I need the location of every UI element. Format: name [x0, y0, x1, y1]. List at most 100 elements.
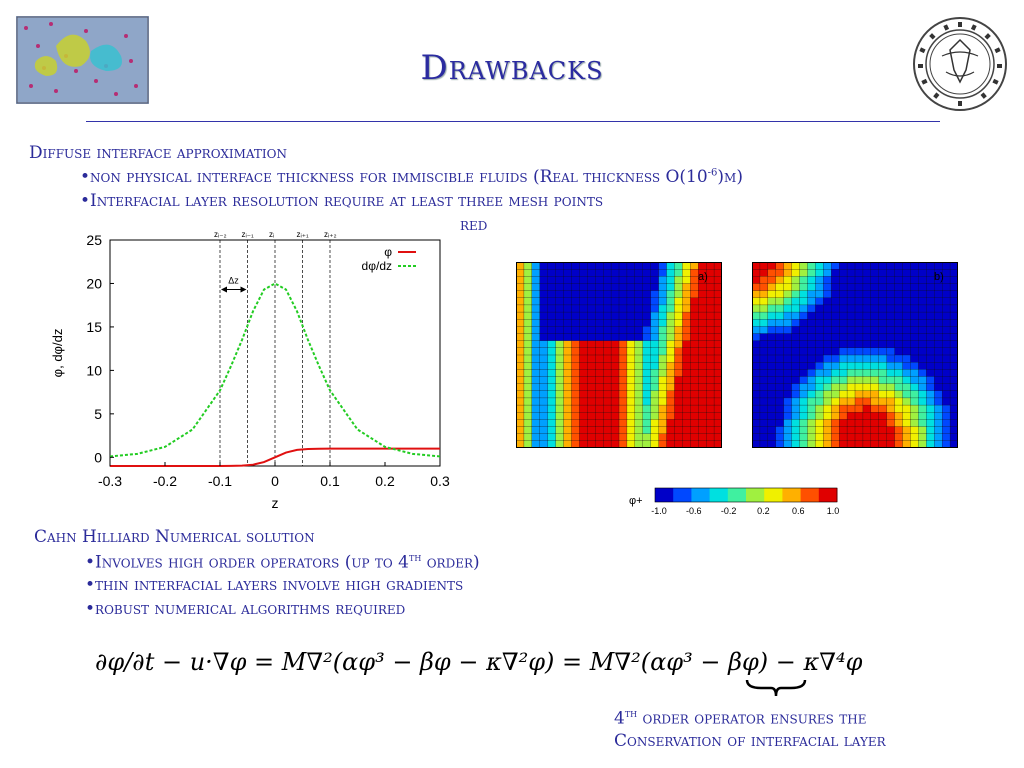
heatmap-cell	[767, 354, 777, 363]
heatmap-cell	[595, 333, 604, 342]
heatmap-cell	[713, 311, 722, 320]
heatmap-cell	[831, 276, 840, 285]
heatmap-cell	[831, 297, 840, 306]
heatmap-cell	[626, 276, 636, 285]
colorbar-swatch	[709, 488, 729, 502]
heatmap-cell	[949, 433, 958, 442]
heatmap-cell	[618, 433, 628, 442]
heatmap-cell	[902, 433, 912, 442]
heatmap-cell	[555, 340, 565, 349]
heatmap-cell	[563, 326, 573, 335]
heatmap-cell	[523, 276, 533, 285]
heatmap-cell	[571, 440, 581, 448]
heatmap-cell	[775, 412, 785, 421]
heatmap-cell	[516, 383, 525, 392]
heatmap-cell	[775, 383, 785, 392]
heatmap-cell	[531, 262, 541, 270]
heatmap-cell	[807, 369, 817, 378]
heatmap-cell	[658, 283, 668, 292]
heatmap-cell	[823, 383, 832, 392]
bullet-thickness: •non physical interface thickness for im…	[80, 167, 743, 187]
heatmap-cell	[603, 440, 612, 448]
heatmap-cell	[918, 304, 927, 313]
heatmap-cell	[886, 290, 896, 299]
heatmap-cell	[759, 262, 769, 270]
heatmap-cell	[516, 297, 525, 306]
heatmap-cell	[767, 319, 777, 328]
heatmap-cell	[555, 419, 565, 428]
heatmap-cell	[595, 383, 604, 392]
heatmap-cell	[587, 412, 596, 421]
heatmap-cell	[791, 262, 801, 270]
heatmap-cell	[571, 433, 581, 442]
heatmap-cell	[626, 354, 636, 363]
heatmap-cell	[942, 390, 951, 399]
heatmap-cell	[571, 426, 581, 435]
heatmap-cell	[902, 269, 912, 277]
heatmap-cell	[942, 283, 951, 292]
heatmap-cell	[949, 376, 958, 385]
heatmap-cell	[634, 369, 644, 378]
heatmap-cell	[910, 276, 920, 285]
heatmap-cell	[949, 297, 958, 306]
heatmap-cell	[839, 397, 848, 406]
heatmap-cell	[910, 269, 920, 277]
heatmap-cell	[571, 290, 581, 299]
heatmap-cell	[767, 419, 777, 428]
heatmap-cell	[815, 347, 824, 356]
heatmap-cell	[752, 369, 761, 378]
heatmap-cell	[713, 269, 722, 277]
heatmap-cell	[555, 369, 565, 378]
heatmap-cell	[523, 433, 533, 442]
heatmap-cell	[713, 419, 722, 428]
heatmap-cell	[815, 340, 824, 349]
heatmap-cell	[799, 419, 809, 428]
heatmap-cell	[547, 412, 557, 421]
heatmap-cell	[555, 269, 565, 277]
heatmap-cell	[595, 412, 604, 421]
heatmap-cell	[910, 419, 920, 428]
heatmap-cell	[666, 362, 676, 370]
heatmap-cell	[831, 262, 840, 270]
heatmap-cell	[706, 369, 715, 378]
heatmap-cell	[767, 347, 777, 356]
heatmap-cell	[926, 333, 935, 342]
heatmap-cell	[870, 419, 880, 428]
heatmap-cell	[949, 419, 958, 428]
heatmap-cell	[563, 269, 573, 277]
heatmap-cell	[595, 347, 604, 356]
heatmap-cell	[878, 433, 888, 442]
heatmap-frame	[752, 262, 958, 448]
heatmap-cell	[610, 326, 620, 335]
heatmap-cell	[690, 262, 699, 270]
heatmap-cell	[555, 404, 565, 413]
heatmap-cell	[831, 283, 840, 292]
heatmap-cell	[854, 404, 864, 413]
heatmap-cell	[775, 333, 785, 342]
heatmap-cell	[878, 369, 888, 378]
heatmap-cell	[823, 297, 832, 306]
heatmap-cell	[870, 369, 880, 378]
heatmap-cell	[713, 290, 722, 299]
heatmap-cell	[706, 347, 715, 356]
heatmap-cell	[626, 419, 636, 428]
heatmap-cell	[910, 433, 920, 442]
heatmap-cell	[547, 347, 557, 356]
colorbar-swatch	[691, 488, 711, 502]
heatmap-cell	[878, 311, 888, 320]
heatmap-cell	[603, 383, 612, 392]
heatmap-cell	[642, 433, 652, 442]
heatmap-cell	[886, 262, 896, 270]
heatmap-cell	[831, 362, 840, 370]
heatmap-cell	[634, 440, 644, 448]
heatmap-cell	[926, 369, 935, 378]
heatmap-cell	[626, 283, 636, 292]
heatmap-cell	[894, 347, 904, 356]
heatmap-cell	[682, 347, 691, 356]
heatmap-cell	[547, 362, 557, 370]
heatmap-cell	[674, 354, 684, 363]
heatmap-cell	[539, 262, 549, 270]
heatmap-cell	[555, 276, 565, 285]
heatmap-cell	[791, 390, 801, 399]
heatmap-cell	[799, 326, 809, 335]
